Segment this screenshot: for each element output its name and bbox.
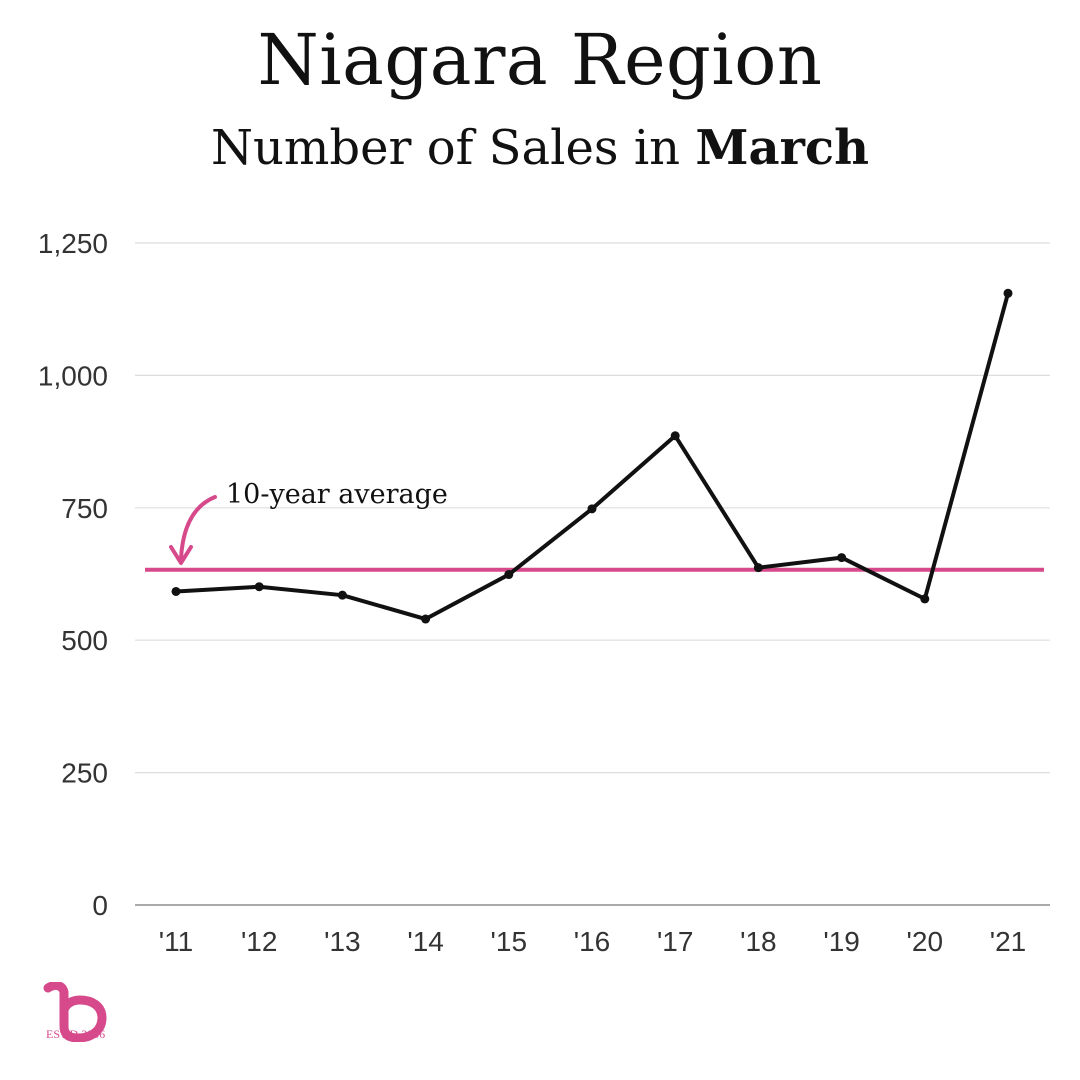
y-axis-ticks: 0 250 500 750 1,000 1,250 — [38, 228, 108, 921]
x-tick-label: '21 — [990, 926, 1027, 957]
curved-arrow-icon — [179, 495, 217, 560]
x-tick-label: '14 — [407, 926, 444, 957]
y-tick-label: 0 — [92, 890, 108, 921]
average-label: 10-year average — [226, 479, 448, 510]
logo-b-icon — [43, 982, 107, 1042]
x-tick-label: '20 — [907, 926, 944, 957]
data-point — [920, 594, 930, 604]
y-tick-label: 750 — [61, 493, 108, 524]
x-tick-label: '19 — [823, 926, 860, 957]
data-point — [421, 614, 431, 624]
x-tick-label: '13 — [324, 926, 361, 957]
data-point — [587, 504, 597, 514]
gridlines — [135, 242, 1050, 906]
chart-subtitle: Number of Sales in March — [0, 118, 1080, 178]
data-point — [837, 553, 847, 563]
data-point — [504, 570, 514, 580]
data-point — [171, 586, 181, 596]
x-tick-label: '11 — [159, 926, 193, 957]
y-tick-label: 500 — [61, 625, 108, 656]
y-tick-label: 1,250 — [38, 228, 108, 259]
x-axis-ticks: '11 '12 '13 '14 '15 '16 '17 '18 '19 '20 '21 — [159, 926, 1026, 957]
y-tick-label: 250 — [61, 758, 108, 789]
data-point — [1003, 288, 1013, 298]
y-tick-label: 1,000 — [38, 360, 108, 391]
data-point — [670, 431, 680, 441]
x-tick-label: '17 — [657, 926, 694, 957]
data-point — [753, 563, 763, 573]
subtitle-month: March — [695, 120, 869, 176]
x-tick-label: '16 — [574, 926, 611, 957]
data-point — [254, 582, 264, 592]
brand-logo — [43, 982, 107, 1042]
x-tick-label: '12 — [241, 926, 278, 957]
average-annotation: 10-year average — [169, 479, 448, 565]
data-point — [337, 590, 347, 600]
x-tick-label: '18 — [740, 926, 777, 957]
subtitle-prefix: Number of Sales in — [210, 120, 696, 176]
series-group — [171, 288, 1013, 624]
chart-title: Niagara Region — [257, 19, 823, 101]
x-tick-label: '15 — [491, 926, 528, 957]
logo-established-text: EST'D 2006 — [46, 1027, 106, 1041]
arrow-head-icon — [169, 545, 193, 565]
